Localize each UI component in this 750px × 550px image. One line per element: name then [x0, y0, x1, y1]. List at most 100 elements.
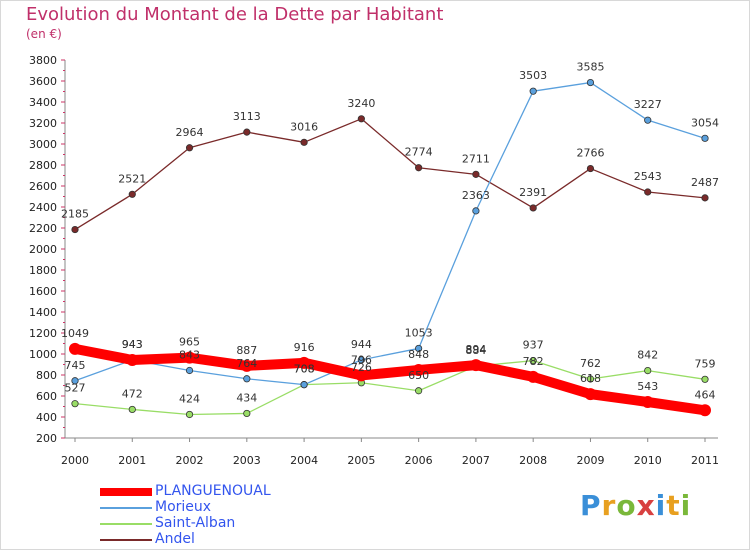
data-label: 618: [580, 372, 601, 385]
data-label: 3503: [519, 69, 547, 82]
data-label: 708: [294, 363, 315, 376]
chart-unit: (en €): [26, 27, 62, 41]
proxiti-logo: Proxiti: [580, 489, 692, 522]
data-label: 3240: [347, 97, 375, 110]
data-point: [586, 375, 595, 383]
y-tick-label: 3600: [29, 75, 57, 88]
y-tick-label: 1000: [29, 348, 57, 361]
data-label: 726: [351, 361, 372, 374]
data-label: 943: [122, 338, 143, 351]
x-tick-label: 2000: [61, 454, 89, 467]
data-point: [644, 116, 652, 124]
data-point: [128, 190, 136, 198]
x-tick-label: 2002: [176, 454, 204, 467]
data-label: 2964: [176, 126, 204, 139]
data-point: [529, 204, 537, 212]
data-label: 650: [408, 369, 429, 382]
data-point: [472, 207, 480, 215]
data-point: [415, 387, 423, 395]
data-point: [300, 138, 308, 146]
x-tick-label: 2008: [519, 454, 547, 467]
data-label: 434: [236, 391, 257, 404]
data-point: [298, 356, 311, 369]
data-point: [71, 377, 79, 385]
data-label: 884: [465, 344, 486, 357]
data-point: [641, 395, 654, 408]
data-label: 843: [179, 348, 200, 361]
y-tick-label: 400: [36, 411, 57, 424]
data-label: 759: [695, 357, 716, 370]
data-point: [300, 381, 308, 389]
data-point: [126, 353, 139, 366]
data-label: 965: [179, 336, 200, 349]
data-label: 3113: [233, 110, 261, 123]
data-point: [644, 188, 652, 196]
y-tick-label: 2000: [29, 243, 57, 256]
data-label: 3016: [290, 120, 318, 133]
x-tick-label: 2010: [634, 454, 662, 467]
y-tick-label: 1400: [29, 306, 57, 319]
data-point: [71, 400, 79, 408]
data-label: 745: [65, 359, 86, 372]
data-point: [69, 342, 81, 355]
data-label: 796: [351, 353, 372, 366]
data-point: [243, 375, 251, 383]
x-tick-label: 2011: [691, 454, 719, 467]
x-tick-label: 2001: [118, 454, 146, 467]
data-point: [185, 144, 194, 152]
chart-title: Evolution du Montant de la Dette par Hab…: [26, 4, 444, 25]
data-point: [243, 128, 251, 136]
data-point: [357, 356, 365, 364]
y-tick-label: 2200: [29, 222, 57, 235]
data-label: 2543: [634, 170, 662, 183]
data-point: [412, 363, 425, 376]
y-tick-label: 2600: [29, 180, 57, 193]
y-tick-label: 800: [36, 369, 57, 382]
data-label: 3227: [634, 98, 662, 111]
series-line-andel: [74, 118, 706, 231]
data-label: 1053: [405, 326, 433, 339]
data-labels-layer: 1049 943 965 887 916 796 848 894 782 618 543 464 745…: [61, 61, 719, 406]
data-label: 848: [408, 348, 429, 361]
data-point: [529, 87, 537, 95]
data-point: [472, 170, 480, 178]
y-tick-label: 1800: [29, 264, 57, 277]
data-point: [701, 134, 709, 142]
y-tick-label: 2800: [29, 159, 57, 172]
x-tick-label: 2006: [405, 454, 433, 467]
data-label: 887: [236, 344, 257, 357]
legend-swatch: [100, 523, 152, 525]
data-point: [243, 409, 251, 418]
legend-swatch: [100, 488, 152, 496]
legend-label: Saint-Alban: [155, 515, 236, 531]
data-label: 2766: [576, 147, 604, 160]
x-tick-label: 2009: [576, 454, 604, 467]
data-point: [469, 359, 482, 372]
data-label: 782: [523, 355, 544, 368]
data-label: 2185: [61, 208, 89, 221]
data-label: 937: [523, 339, 544, 352]
data-label: 708: [294, 363, 315, 376]
data-label: 527: [65, 382, 86, 395]
data-label: 1049: [61, 327, 89, 340]
y-tick-label: 200: [36, 432, 57, 445]
data-point: [586, 164, 595, 173]
series-layer: [69, 78, 711, 419]
data-label: 894: [465, 343, 486, 356]
data-point: [185, 410, 194, 419]
data-point: [357, 115, 365, 123]
data-label: 2363: [462, 189, 490, 202]
y-tick-label: 3400: [29, 96, 57, 109]
x-axis-ticks: 2000 2001 2002 2003 2004 2005 2006 2007 2008 2009…: [61, 438, 719, 467]
x-tick-label: 2007: [462, 454, 490, 467]
data-label: 464: [695, 388, 716, 401]
data-point: [529, 357, 537, 365]
data-label: 2391: [519, 186, 547, 199]
y-tick-label: 3800: [29, 54, 57, 67]
data-label: 2774: [405, 146, 433, 159]
data-label: 943: [122, 338, 143, 351]
data-label: 944: [351, 338, 372, 351]
data-point: [355, 369, 368, 382]
